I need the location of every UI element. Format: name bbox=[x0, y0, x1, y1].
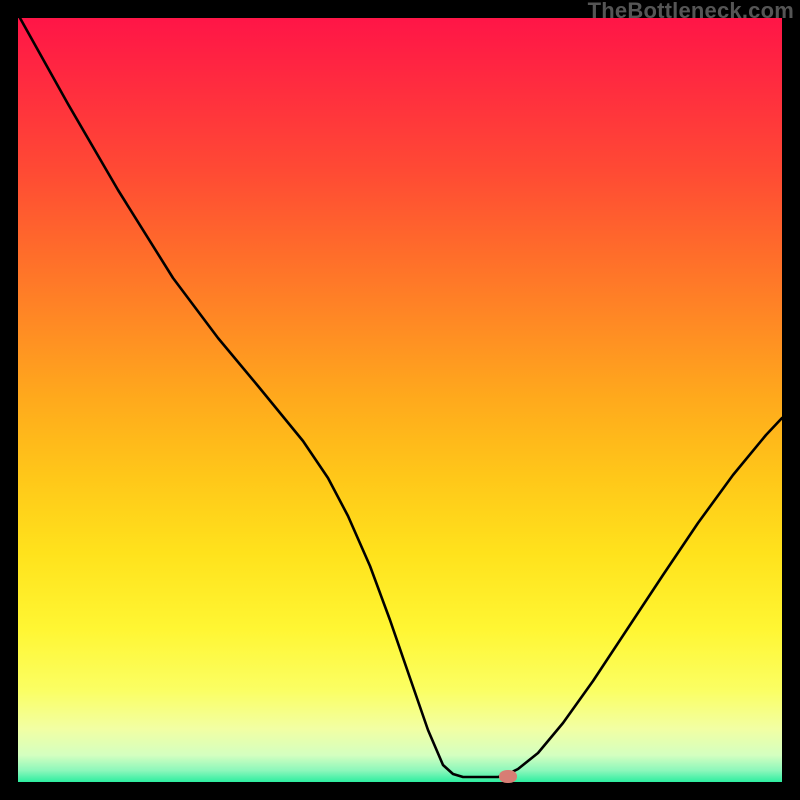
bottleneck-curve bbox=[20, 18, 782, 777]
watermark-text: TheBottleneck.com bbox=[588, 0, 794, 24]
curve-svg bbox=[18, 18, 782, 782]
sweet-spot-marker bbox=[499, 770, 517, 783]
chart-canvas: TheBottleneck.com bbox=[0, 0, 800, 800]
